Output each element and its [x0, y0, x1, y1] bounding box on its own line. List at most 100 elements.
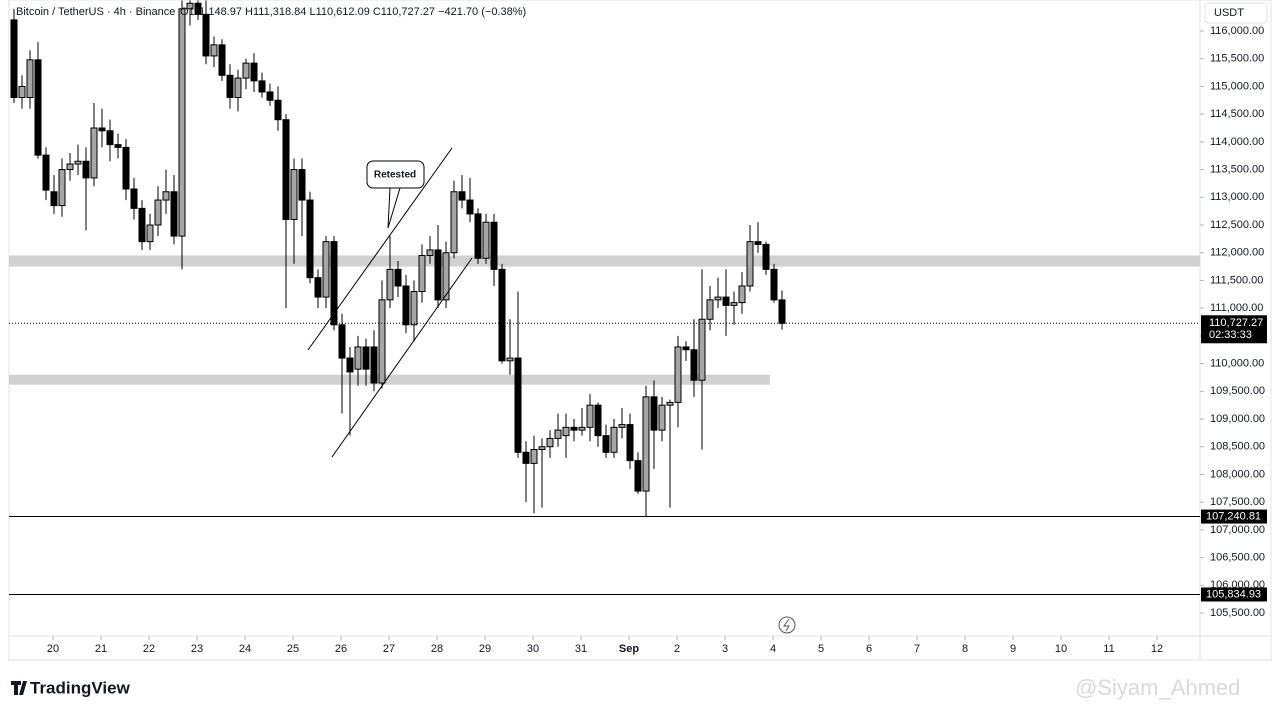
candle-body: [426, 249, 434, 256]
y-tick-label: 114,500.00: [1210, 108, 1264, 120]
x-tick-label: 20: [47, 643, 59, 655]
x-tick-label: 5: [818, 643, 824, 655]
candle-body: [266, 91, 274, 101]
candle-body: [570, 426, 578, 431]
x-tick-label: 8: [962, 643, 968, 655]
candle-body: [274, 99, 282, 121]
candle-body: [770, 268, 778, 301]
candle-body: [722, 296, 730, 306]
candle-body: [538, 446, 546, 451]
candle-body: [338, 324, 346, 359]
candle-body: [250, 62, 258, 82]
callout: [387, 187, 401, 229]
y-tick-label: 115,500.00: [1210, 53, 1264, 65]
x-tick-label: Sep: [619, 643, 639, 655]
y-tick-label: 106,500.00: [1210, 552, 1265, 564]
x-tick-label: 23: [191, 643, 203, 655]
level-label: 107,240.81: [1206, 510, 1261, 522]
y-tick-label: 107,000.00: [1210, 524, 1265, 536]
candle-body: [586, 404, 594, 428]
zone: [9, 255, 1200, 267]
candle-body: [138, 207, 146, 243]
candle-body: [210, 44, 218, 57]
candle-body: [90, 127, 98, 179]
candle-body: [698, 318, 706, 381]
x-tick-label: 3: [722, 643, 728, 655]
y-tick-label: 112,000.00: [1210, 247, 1264, 259]
candle-body: [282, 119, 290, 220]
candle-body: [234, 77, 242, 99]
candle-body: [194, 2, 202, 15]
candle-body: [514, 357, 522, 453]
snap-icon-bolt: [783, 618, 790, 632]
currency[interactable]: USDT: [1214, 7, 1244, 19]
level-label: 105,834.93: [1206, 588, 1261, 600]
candle-body: [594, 404, 602, 437]
candle-body: [442, 252, 450, 301]
channel-line: [331, 257, 473, 458]
callout-text: Retested: [374, 170, 416, 181]
candle-body: [98, 127, 106, 132]
candle-body: [322, 241, 330, 298]
y-tick-label: 113,500.00: [1210, 163, 1264, 175]
candle-body: [682, 346, 690, 351]
candle-body: [82, 160, 90, 179]
candle-body: [418, 254, 426, 293]
candle-body: [242, 62, 250, 79]
x-tick-label: 11: [1103, 643, 1114, 655]
logo: [11, 681, 27, 695]
candle-body: [562, 426, 570, 437]
candle-body: [642, 396, 650, 492]
candle-body: [154, 199, 162, 226]
candle-body: [714, 296, 722, 301]
x-tick-label: 22: [143, 643, 155, 655]
candle-body: [690, 349, 698, 381]
y-tick-label: 116,000.00: [1210, 25, 1264, 37]
x-tick-label: 24: [239, 643, 251, 655]
y-tick-label: 107,500.00: [1210, 496, 1265, 508]
candle-body: [746, 241, 754, 287]
candle-body: [410, 291, 418, 326]
candle-body: [474, 213, 482, 259]
candle-body: [370, 346, 378, 384]
x-tick-label: 27: [383, 643, 395, 655]
x-tick-label: 30: [527, 643, 539, 655]
callout-box: [366, 160, 425, 189]
watermark: @Siyam_Ahmed: [1075, 675, 1240, 700]
candle-body: [706, 299, 714, 320]
candle-body: [394, 268, 402, 287]
candle-body: [378, 299, 386, 384]
symbol: Bitcoin / TetherUS · 4h · Binance: [16, 6, 175, 18]
candle-body: [330, 241, 338, 326]
candle-body: [762, 243, 770, 270]
countdown: 02:33:33: [1209, 329, 1252, 341]
candle-body: [458, 191, 466, 201]
level-box: [1201, 509, 1267, 524]
y-tick-label: 110,000.00: [1210, 358, 1264, 370]
y-tick-label: 111,000.00: [1210, 302, 1263, 314]
candle-body: [114, 144, 122, 148]
x-tick-label: 10: [1055, 643, 1067, 655]
candle-body: [66, 163, 74, 171]
x-tick-label: 12: [1151, 643, 1163, 655]
candle-body: [610, 426, 618, 453]
candle-body: [498, 268, 506, 362]
x-tick-label: 31: [575, 643, 587, 655]
candle-body: [34, 59, 42, 156]
last-price-box: [1201, 315, 1267, 344]
candle-body: [754, 241, 762, 245]
y-tick-label: 109,000.00: [1210, 413, 1265, 425]
candle-body: [130, 188, 138, 209]
candle-body: [42, 154, 50, 191]
candle-body: [298, 169, 306, 201]
snap-icon[interactable]: [778, 616, 796, 634]
candle-body: [578, 426, 586, 431]
candle-body: [434, 249, 442, 301]
candle-body: [650, 396, 658, 431]
candle-body: [74, 160, 82, 165]
currency-box[interactable]: [1204, 2, 1268, 24]
candle-body: [546, 437, 554, 448]
candle-body: [258, 80, 266, 93]
level-box: [1201, 587, 1267, 602]
candle-body: [170, 191, 178, 237]
